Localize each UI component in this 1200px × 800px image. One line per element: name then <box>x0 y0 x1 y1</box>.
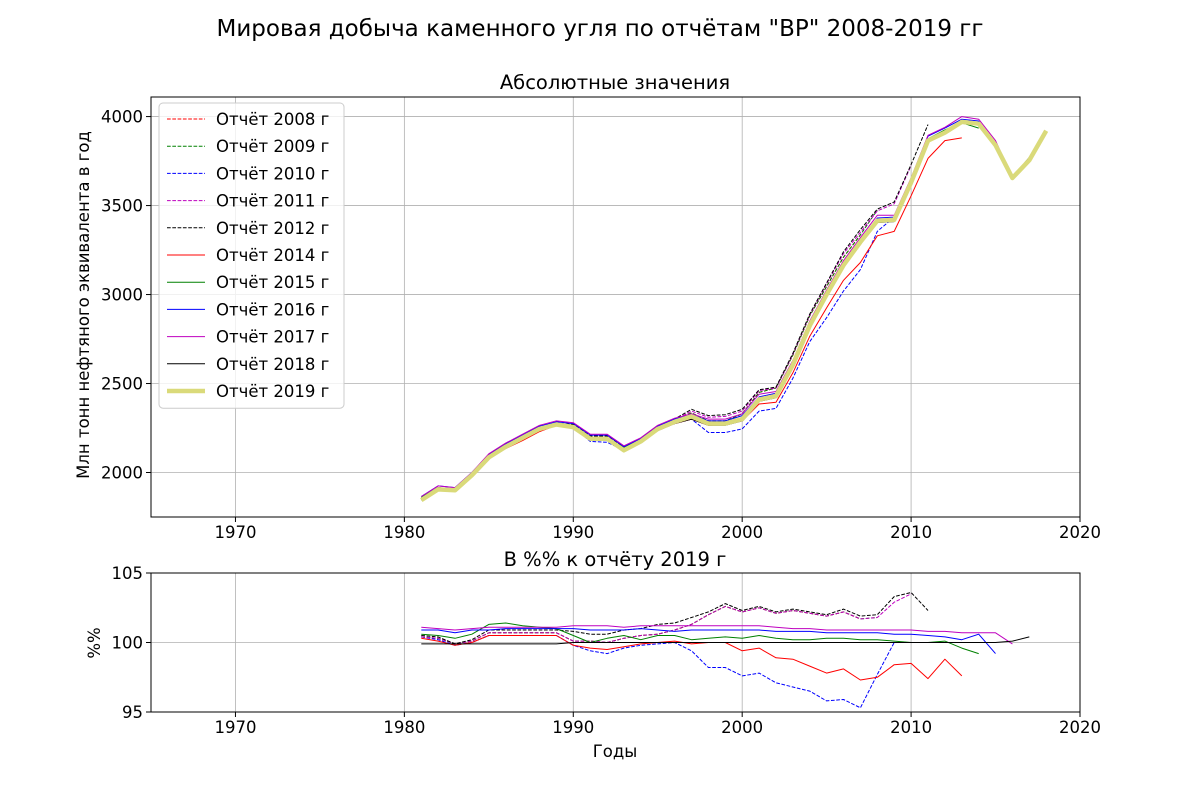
percent-chart-yticks: 95 100 105 <box>112 564 151 722</box>
legend-label-2010: Отчёт 2010 г <box>216 164 329 183</box>
absolute-chart-lines <box>420 116 1049 502</box>
absolute-xtick-label-2000: 2000 <box>721 523 763 542</box>
absolute-series-2012 <box>421 124 929 500</box>
legend-label-2012: Отчёт 2012 г <box>216 219 329 238</box>
absolute-chart-ylabel: Млн тонн нефтяного эквивалента в год <box>74 131 93 479</box>
absolute-chart-yticks: 2000 2500 3000 3500 4000 <box>101 108 151 483</box>
percent-xtick-label-2010: 2010 <box>890 718 932 737</box>
percent-chart-title: В %% к отчёту 2019 г <box>504 548 727 571</box>
legend-label-2016: Отчёт 2016 г <box>216 300 329 319</box>
absolute-series-2014 <box>421 137 962 499</box>
absolute-series-2011 <box>421 165 912 500</box>
percent-chart-ylabel: %% <box>85 627 104 658</box>
percent-series-2015 <box>421 622 979 655</box>
percent-series-2016 <box>421 628 996 654</box>
figure-suptitle: Мировая добыча каменного угля по отчётам… <box>217 16 984 42</box>
percent-chart: В %% к отчёту 2019 г %% Годы 1970 1980 199… <box>85 548 1101 761</box>
percent-ytick-label-105: 105 <box>112 564 144 583</box>
absolute-ytick-label-4000: 4000 <box>101 108 143 127</box>
legend-label-2011: Отчёт 2011 г <box>216 192 329 211</box>
percent-xtick-label-1980: 1980 <box>383 718 425 737</box>
percent-ytick-label-100: 100 <box>112 634 144 653</box>
legend-label-2014: Отчёт 2014 г <box>216 246 329 265</box>
percent-series-2011 <box>421 593 912 645</box>
legend-label-2019: Отчёт 2019 г <box>216 382 329 401</box>
percent-chart-xticks: 1970 1980 1990 2000 2010 2020 <box>214 712 1101 737</box>
absolute-ytick-label-3000: 3000 <box>101 286 143 305</box>
absolute-ytick-label-2500: 2500 <box>101 375 143 394</box>
legend-box <box>158 102 345 409</box>
absolute-xtick-label-2020: 2020 <box>1059 523 1101 542</box>
percent-series-2014 <box>421 635 963 681</box>
absolute-ytick-label-2000: 2000 <box>101 464 143 483</box>
legend-label-2017: Отчёт 2017 г <box>216 328 329 347</box>
legend-label-2009: Отчёт 2009 г <box>216 137 329 156</box>
percent-series-2017 <box>421 625 1013 645</box>
absolute-chart-title: Абсолютные значения <box>500 71 730 94</box>
absolute-series-2019 <box>420 119 1049 502</box>
legend-label-2015: Отчёт 2015 г <box>216 273 329 292</box>
absolute-ytick-label-3500: 3500 <box>101 197 143 216</box>
legend-label-2018: Отчёт 2018 г <box>216 355 329 374</box>
absolute-xtick-label-1980: 1980 <box>383 523 425 542</box>
percent-xtick-label-2020: 2020 <box>1059 718 1101 737</box>
percent-xtick-label-2000: 2000 <box>721 718 763 737</box>
percent-ytick-label-95: 95 <box>122 703 143 722</box>
legend: Отчёт 2008 г Отчёт 2009 г Отчёт 2010 г Отчё… <box>158 102 345 409</box>
absolute-chart-xticks: 1970 1980 1990 2000 2010 2020 <box>214 517 1101 542</box>
absolute-xtick-label-2010: 2010 <box>890 523 932 542</box>
percent-chart-xlabel: Годы <box>593 742 638 761</box>
absolute-xtick-label-1990: 1990 <box>552 523 594 542</box>
absolute-chart-frame <box>150 96 1081 518</box>
percent-chart-lines <box>421 592 1030 709</box>
percent-series-2012 <box>421 592 929 645</box>
percent-xtick-label-1970: 1970 <box>214 718 256 737</box>
legend-label-2008: Отчёт 2008 г <box>216 110 329 129</box>
absolute-series-2015 <box>421 122 979 498</box>
absolute-xtick-label-1970: 1970 <box>214 523 256 542</box>
percent-series-2018 <box>421 636 1030 645</box>
absolute-values-chart: Абсолютные значения Млн тонн нефтяного э… <box>74 71 1101 542</box>
absolute-series-2017 <box>421 116 1013 497</box>
absolute-series-2016 <box>421 118 996 497</box>
percent-xtick-label-1990: 1990 <box>552 718 594 737</box>
